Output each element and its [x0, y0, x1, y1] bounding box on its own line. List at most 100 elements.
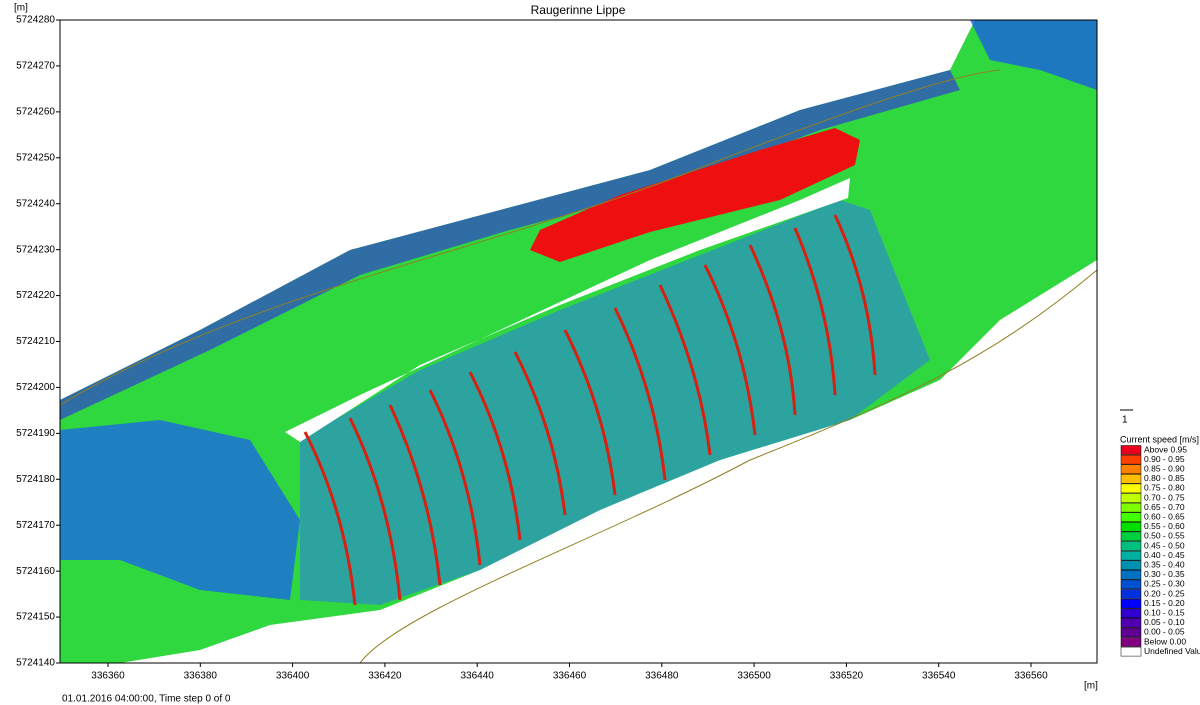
legend-swatch: [1120, 522, 1142, 532]
y-tick-label: 5724150: [16, 612, 55, 623]
legend-swatch: [1120, 531, 1142, 542]
x-tick-label: 336540: [922, 671, 956, 682]
y-tick-label: 5724240: [16, 198, 55, 209]
y-unit: [m]: [14, 3, 28, 14]
legend-label: 0.90 - 0.95: [1144, 454, 1185, 464]
groyne: [613, 307, 667, 481]
right-pool: [970, 20, 1097, 90]
x-unit: [m]: [1084, 681, 1098, 692]
legend-label: Below 0.00: [1144, 636, 1186, 646]
legend-swatch: [1120, 550, 1142, 561]
legend-label: 0.45 - 0.50: [1144, 540, 1185, 550]
legend-label: 0.30 - 0.35: [1144, 569, 1185, 579]
legend-swatch: [1120, 579, 1142, 590]
legend-swatch: [1120, 598, 1142, 609]
legend-label: 0.40 - 0.45: [1144, 550, 1185, 560]
groyne: [833, 214, 877, 376]
x-tick-label: 336520: [830, 671, 864, 682]
y-tick-label: 5724170: [16, 520, 55, 531]
island: [285, 178, 850, 442]
legend-swatch: [1120, 608, 1142, 618]
x-tick-label: 336420: [368, 671, 402, 682]
y-tick-label: 5724230: [16, 244, 55, 255]
legend-swatch: [1120, 570, 1142, 580]
x-tick-label: 336460: [553, 671, 587, 682]
y-tick-label: 5724270: [16, 61, 55, 72]
legend-swatch: [1120, 502, 1142, 513]
legend-swatch: [1120, 627, 1142, 638]
bank-line: [359, 269, 1098, 664]
x-tick-label: 336360: [91, 671, 125, 682]
legend-swatch: [1120, 637, 1142, 647]
groyne: [793, 227, 837, 396]
legend-swatch: [1120, 483, 1142, 494]
legend-label: 0.65 - 0.70: [1144, 502, 1185, 512]
legend-label: 0.35 - 0.40: [1144, 559, 1185, 569]
legend-swatch: [1120, 512, 1142, 522]
y-tick-label: 5724140: [16, 658, 55, 669]
groyne: [303, 431, 357, 606]
y-tick-label: 5724180: [16, 474, 55, 485]
y-tick-label: 5724190: [16, 428, 55, 439]
legend-swatch: [1120, 493, 1142, 503]
y-tick-label: 5724210: [16, 336, 55, 347]
field: [59, 20, 1098, 664]
x-tick-label: 336440: [461, 671, 495, 682]
legend-label: 0.70 - 0.75: [1144, 492, 1185, 502]
y-tick-label: 5724250: [16, 152, 55, 163]
legend-label: 0.75 - 0.80: [1144, 483, 1185, 493]
legend-label: 0.55 - 0.60: [1144, 521, 1185, 531]
groyne: [703, 264, 757, 436]
y-tick-label: 5724200: [16, 382, 55, 393]
legend-label: 0.50 - 0.55: [1144, 531, 1185, 541]
legend-label: 0.15 - 0.20: [1144, 598, 1185, 608]
legend-title: Current speed [m/s]: [1120, 434, 1199, 444]
groynes: [303, 214, 877, 606]
groyne: [468, 371, 522, 541]
legend-label: 0.60 - 0.65: [1144, 511, 1185, 521]
groyne: [388, 404, 442, 586]
groyne: [513, 351, 567, 516]
legend-swatch: [1120, 454, 1142, 465]
chart-title: Raugerinne Lippe: [531, 3, 626, 17]
groyne: [563, 329, 617, 496]
x-tick-label: 336480: [645, 671, 679, 682]
legend-swatch: [1120, 589, 1142, 599]
legend-swatch: [1120, 560, 1142, 570]
bank-lines: [59, 69, 1098, 664]
x-tick-label: 336400: [276, 671, 310, 682]
bank-line: [59, 69, 1001, 406]
groyne: [428, 389, 482, 566]
legend-label: 0.00 - 0.05: [1144, 627, 1185, 637]
y-tick-label: 5724160: [16, 566, 55, 577]
upper-edge: [60, 70, 960, 420]
high-speed-bar: [530, 128, 860, 262]
legend-label: 0.85 - 0.90: [1144, 463, 1185, 473]
legend-label: Undefined Value: [1144, 646, 1200, 656]
vector-scale: 1: [1122, 415, 1128, 426]
groyne: [658, 284, 712, 456]
legend-swatch: [1120, 464, 1142, 474]
groyne: [748, 244, 797, 416]
groyne: [348, 417, 402, 601]
y-tick-label: 5724260: [16, 106, 55, 117]
y-tick-label: 5724220: [16, 290, 55, 301]
x-tick-label: 336560: [1014, 671, 1048, 682]
legend-label: 0.10 - 0.15: [1144, 607, 1185, 617]
legend-swatch: [1120, 618, 1142, 628]
legend-label: 0.05 - 0.10: [1144, 617, 1185, 627]
legend-label: Above 0.95: [1144, 444, 1187, 454]
x-tick-label: 336380: [184, 671, 218, 682]
left-pool: [60, 420, 300, 600]
legend-label: 0.80 - 0.85: [1144, 473, 1185, 483]
footer: 01.01.2016 04:00:00, Time step 0 of 0: [62, 694, 231, 705]
legend-swatch: [1120, 445, 1142, 455]
y-tick-label: 5724280: [16, 15, 55, 26]
x-tick-label: 336500: [737, 671, 771, 682]
legend-swatch: [1120, 646, 1142, 657]
legend-label: 0.20 - 0.25: [1144, 588, 1185, 598]
legend-swatch: [1120, 474, 1142, 484]
legend-label: 0.25 - 0.30: [1144, 579, 1185, 589]
legend-swatch: [1120, 541, 1142, 551]
